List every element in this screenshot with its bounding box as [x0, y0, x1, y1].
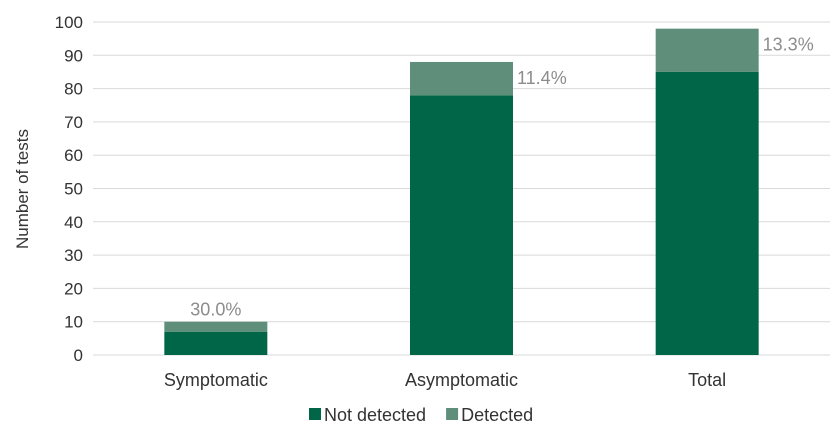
y-tick-label: 70 [64, 113, 83, 132]
y-tick-label: 100 [55, 13, 83, 32]
y-tick-label: 10 [64, 313, 83, 332]
y-axis-title: Number of tests [13, 129, 32, 249]
x-category-label: Symptomatic [164, 370, 268, 390]
bar-detected [655, 28, 759, 72]
legend-label: Detected [461, 405, 533, 425]
data-label: 30.0% [190, 300, 241, 320]
y-tick-label: 60 [64, 146, 83, 165]
bar-not-detected [655, 71, 759, 355]
legend-swatch [446, 408, 459, 420]
y-tick-label: 90 [64, 46, 83, 65]
y-tick-label: 20 [64, 279, 83, 298]
legend-label: Not detected [324, 405, 426, 425]
y-tick-label: 40 [64, 213, 83, 232]
bar-detected [164, 321, 268, 332]
data-label: 11.4% [517, 68, 567, 88]
y-axis-ticks: 0 10 20 30 40 50 60 70 80 90 100 [55, 13, 83, 365]
bar-detected [410, 61, 513, 96]
bar-not-detected [410, 95, 513, 355]
y-tick-label: 30 [64, 246, 83, 265]
y-tick-label: 80 [64, 80, 83, 99]
legend-swatch [309, 408, 321, 420]
legend: Not detected Detected [309, 405, 533, 425]
x-category-label: Asymptomatic [405, 370, 518, 390]
y-tick-label: 50 [64, 180, 83, 199]
x-category-label: Total [688, 370, 726, 390]
bars [164, 28, 759, 355]
data-labels: 30.0% 11.4% 13.3% [190, 35, 813, 320]
x-axis-categories: Symptomatic Asymptomatic Total [164, 370, 726, 390]
data-label: 13.3% [763, 35, 814, 55]
y-tick-label: 0 [74, 346, 83, 365]
bar-not-detected [164, 331, 268, 355]
